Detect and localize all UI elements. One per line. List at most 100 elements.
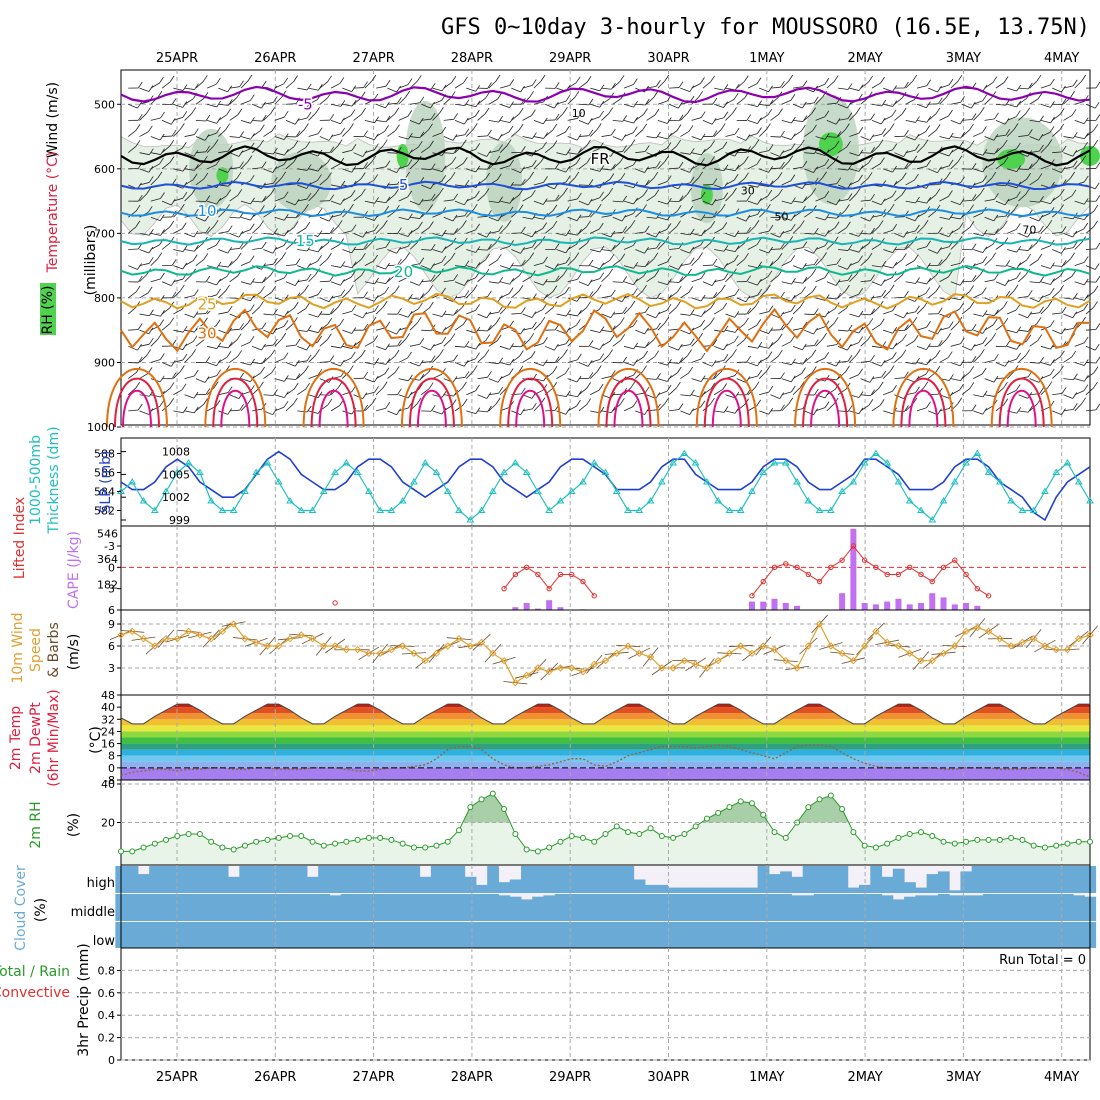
precip-label-total: Total / Rain <box>0 964 70 980</box>
cape-bar <box>771 598 778 610</box>
wind-barb-flag <box>137 81 143 89</box>
wind-barb-flag <box>247 316 253 324</box>
wind-barb <box>1074 216 1085 220</box>
wind-barb <box>207 375 217 379</box>
surface-isotherm-arch <box>204 368 267 428</box>
pressure-tick-label: 700 <box>94 227 115 240</box>
wind-barb-flag <box>915 224 920 232</box>
wind-barb <box>240 161 249 170</box>
wind-barb <box>522 276 532 283</box>
cloud-bar-high <box>982 866 995 893</box>
wind-barb <box>409 297 420 300</box>
wind-barb-flag <box>574 171 580 179</box>
wind-barb <box>815 136 826 140</box>
wind-barb <box>477 274 486 283</box>
wind-barb <box>195 161 204 170</box>
wind-barb <box>556 274 564 283</box>
wind-barb-flag <box>870 227 875 235</box>
wind-barb-flag <box>969 285 975 292</box>
wind-barb <box>218 345 229 349</box>
wind-barb <box>500 200 510 204</box>
cloud-bar-low <box>273 922 285 948</box>
cape-bar <box>861 603 868 610</box>
wind-barb-flag <box>689 166 695 173</box>
wind-barb <box>1074 136 1085 140</box>
cloud-bar-high <box>881 876 894 893</box>
wind-barb <box>274 313 285 318</box>
wind-barb <box>297 184 307 189</box>
wind-barb-flag <box>498 276 504 284</box>
wind-barb-flag <box>441 310 447 317</box>
wind-barb-flag <box>486 150 492 157</box>
wind-barb <box>736 339 745 347</box>
wind-barb <box>139 193 147 202</box>
wind-barb-flag <box>397 177 402 185</box>
wind-speed-marker <box>263 642 272 650</box>
lifted-index-marker <box>974 585 981 592</box>
surface-isotherm-arch <box>114 377 160 428</box>
wind-barb <box>883 249 893 254</box>
cloud-bar-low <box>892 922 905 948</box>
wind-barb-flag <box>733 93 739 100</box>
wind-barb-flag <box>766 123 771 130</box>
wind-barb <box>1074 161 1083 170</box>
thickness-marker <box>207 497 216 504</box>
wind-barb <box>263 329 273 335</box>
wind-barb <box>905 260 915 266</box>
thickness-marker <box>759 468 768 475</box>
wind-barb-flag <box>608 187 614 195</box>
wind-barb <box>1074 200 1085 205</box>
wind-barb <box>939 165 950 170</box>
cloud-bar-low <box>160 922 173 948</box>
wind-barb <box>376 345 386 351</box>
lifted-index-marker <box>535 571 541 578</box>
wind-barb-flag <box>137 263 142 270</box>
wind-barb <box>691 83 701 89</box>
thickness-tick-label: 584 <box>94 486 115 499</box>
wind-barb-flag <box>847 355 853 362</box>
wind-barb <box>499 165 510 170</box>
wind-barb <box>680 193 688 202</box>
wind-barb-flag <box>261 195 267 203</box>
surface-isotherm-arch <box>416 389 447 428</box>
wind-barb-flag <box>630 219 636 227</box>
wind-barb-flag <box>1004 198 1010 206</box>
wind-barb-flag <box>732 349 737 356</box>
wind-barb <box>240 341 251 347</box>
wind-speed-marker <box>748 649 756 658</box>
wind-barb <box>984 232 995 236</box>
wind-barb-flag <box>554 113 560 121</box>
wind-barb <box>578 226 587 234</box>
cloud-bar-middle <box>137 894 150 921</box>
wind-barb-flag <box>192 173 198 181</box>
wind-barb <box>804 249 814 254</box>
wind-barb <box>398 84 409 89</box>
wind-barb-flag <box>259 381 264 389</box>
wind-barb-flag <box>981 287 987 294</box>
wind-barb-flag <box>259 139 264 147</box>
wind-barb <box>1029 200 1040 203</box>
wind-barb-flag <box>485 334 491 341</box>
wind-barb-flag <box>180 203 185 211</box>
wind-barb <box>657 200 668 205</box>
wind-barb <box>905 340 915 347</box>
cloud-bar-high <box>1039 866 1052 893</box>
wind-barb-flag <box>271 366 276 374</box>
wind-barb <box>1006 197 1017 202</box>
wind-barb-flag <box>811 107 816 114</box>
wind-barb-flag <box>610 370 616 377</box>
cloud-bar-low <box>137 922 150 948</box>
wind-barb-flag <box>1083 141 1088 149</box>
wind-barb-flag <box>385 241 391 248</box>
wind-barb <box>578 216 589 218</box>
wind-barb-flag <box>430 343 435 351</box>
wind-barb-flag <box>135 381 141 389</box>
wind-barb <box>883 168 893 173</box>
wind-barb-flag <box>622 306 628 314</box>
thickness-marker <box>432 468 441 475</box>
wind-barb-flag <box>824 110 830 117</box>
wind-barb <box>871 376 882 379</box>
isotherm-line <box>120 236 1091 246</box>
wind-speed-marker <box>421 656 429 665</box>
wind-barb <box>984 359 995 363</box>
